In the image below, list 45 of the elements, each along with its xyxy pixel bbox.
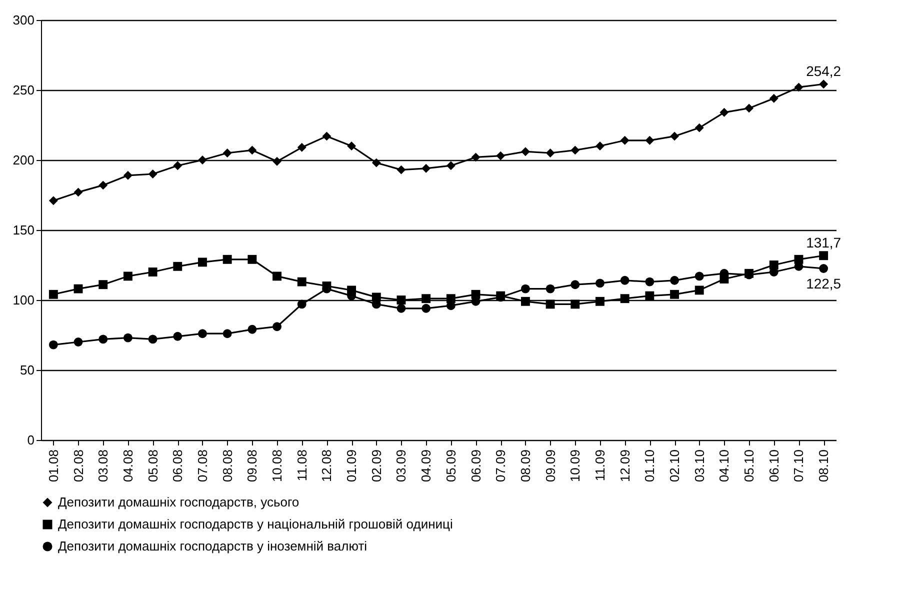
x-tick-label: 02.09 (368, 450, 384, 482)
x-tick-label: 10.09 (568, 450, 583, 482)
y-tick-label: 50 (20, 362, 34, 378)
x-tick-label: 06.09 (468, 450, 484, 482)
x-tick-label: 05.08 (145, 450, 160, 482)
x-tick-label: 11.09 (592, 450, 608, 482)
x-tick-label: 06.08 (170, 450, 186, 482)
data-label: 254,2 (806, 63, 842, 80)
y-tick-label: 250 (12, 82, 34, 98)
x-tick-label: 11.08 (294, 450, 310, 482)
data-label: 131,7 (806, 234, 842, 251)
x-tick-label: 03.08 (96, 450, 111, 482)
y-tick-label: 200 (12, 152, 34, 168)
x-tick-label: 08.08 (220, 450, 235, 482)
x-tick-label: 04.08 (120, 450, 136, 482)
y-tick-label: 100 (12, 292, 34, 308)
x-tick-label: 02.08 (70, 450, 86, 482)
x-tick-label: 12.08 (319, 450, 334, 482)
x-tick-label: 03.09 (394, 450, 409, 482)
x-tick-label: 08.10 (816, 450, 832, 482)
legend-label: Депозити домашніх господарств у іноземній валюті (58, 538, 368, 554)
x-tick-label: 05.10 (742, 450, 757, 482)
x-tick-label: 01.10 (642, 450, 658, 482)
x-tick-label: 09.09 (542, 450, 558, 482)
x-tick-label: 07.10 (791, 450, 806, 482)
x-tick-label: 01.08 (46, 450, 61, 482)
x-tick-label: 04.09 (418, 450, 434, 482)
y-tick-label: 150 (12, 222, 34, 238)
x-tick-label: 12.09 (617, 450, 632, 482)
x-tick-label: 09.08 (244, 450, 260, 482)
x-tick-label: 01.09 (344, 450, 360, 482)
y-tick-label: 300 (12, 12, 34, 28)
y-tick-label: 0 (27, 432, 34, 448)
x-tick-label: 06.10 (766, 450, 782, 482)
x-tick-label: 07.09 (493, 450, 508, 482)
x-tick-label: 07.08 (194, 450, 210, 482)
x-tick-label: 08.09 (518, 450, 533, 482)
x-tick-label: 02.10 (667, 450, 682, 482)
legend-label: Депозити домашніх господарств, усього (58, 494, 300, 510)
legend-label: Депозити домашніх господарств у національній грошовій одиниці (58, 516, 453, 532)
x-tick-label: 03.10 (692, 450, 707, 482)
data-label: 122,5 (806, 276, 842, 292)
x-tick-label: 10.08 (270, 450, 285, 482)
x-tick-label: 05.09 (443, 450, 458, 482)
x-tick-label: 04.10 (716, 450, 732, 482)
